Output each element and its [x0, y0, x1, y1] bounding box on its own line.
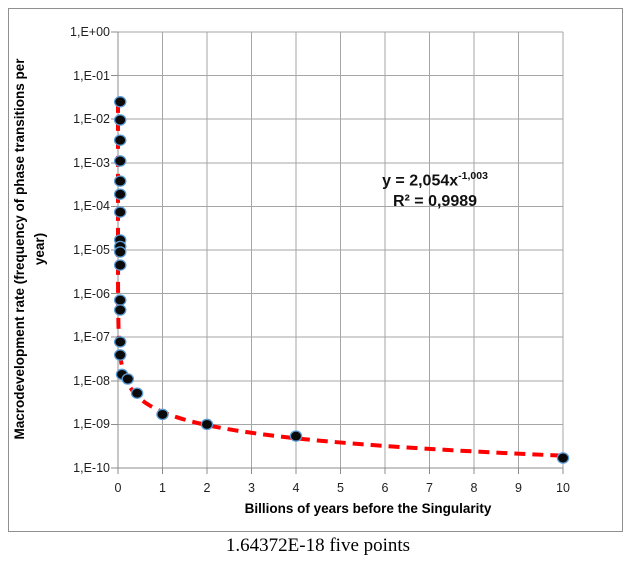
x-tick-label: 8 [470, 481, 478, 495]
y-tick-label: 1,E-09 [73, 417, 110, 432]
figure-caption: 1.64372E-18 five points [225, 535, 411, 556]
y-tick-label: 1,E-03 [73, 155, 110, 170]
trendline-equation-line: y = 2,054x-1,003 [350, 166, 520, 191]
data-point-marker [113, 336, 127, 348]
y-tick-label: 1,E-01 [73, 68, 110, 83]
data-point-marker [130, 387, 144, 399]
trendline-equation-label: y = 2,054x-1,003 R² = 0,9989 [350, 166, 520, 212]
data-point-marker [156, 408, 169, 421]
x-tick-label: 9 [515, 481, 522, 495]
data-point-marker [113, 294, 127, 306]
data-point-marker [121, 373, 135, 385]
x-tick-label: 0 [114, 481, 122, 495]
equation-exponent: -1,003 [458, 170, 488, 182]
data-point-marker [113, 134, 127, 146]
data-point-marker [113, 96, 127, 108]
x-tick-label: 10 [556, 481, 570, 495]
y-tick-label: 1,E-06 [73, 286, 110, 301]
y-tick-label: 1,E-10 [73, 461, 110, 475]
x-tick-label: 1 [159, 481, 166, 495]
x-tick-label: 3 [248, 481, 255, 495]
y-tick-label: 1,E-07 [73, 330, 110, 345]
data-point-marker [113, 304, 127, 316]
x-tick-label: 4 [292, 481, 300, 495]
y-tick-label: 1,E-04 [73, 199, 110, 214]
data-point-marker [113, 259, 127, 271]
data-point-marker [113, 114, 127, 126]
data-point-marker [113, 175, 127, 187]
x-axis-title: Billions of years before the Singularity [244, 501, 492, 516]
x-tick-label: 7 [426, 481, 433, 495]
y-tick-label: 1,E-08 [73, 373, 110, 388]
y-tick-label: 1,E+00 [70, 25, 110, 39]
data-point-marker [200, 418, 214, 431]
data-point-marker [556, 452, 570, 464]
equation-base: y = 2,054x [382, 172, 459, 190]
x-tick-label: 6 [381, 481, 389, 495]
y-axis-title-line1: Macrodevelopment rate (frequency of phas… [12, 58, 27, 440]
data-point-marker [289, 430, 303, 442]
y-axis-title-line2: year) [32, 232, 47, 266]
data-point-marker [113, 349, 127, 361]
data-point-marker [113, 155, 127, 167]
data-point-marker [113, 206, 127, 218]
data-point-marker [113, 188, 127, 200]
y-tick-label: 1,E-02 [73, 112, 110, 127]
chart-area-border [8, 8, 623, 532]
x-tick-label: 2 [203, 481, 211, 495]
y-tick-label: 1,E-05 [73, 243, 110, 257]
trendline-r-squared: R² = 0,9989 [392, 193, 478, 211]
y-axis-title: Macrodevelopment rate (frequency of phas… [10, 19, 50, 479]
data-point-marker [113, 246, 127, 258]
x-tick-label: 5 [337, 481, 344, 495]
